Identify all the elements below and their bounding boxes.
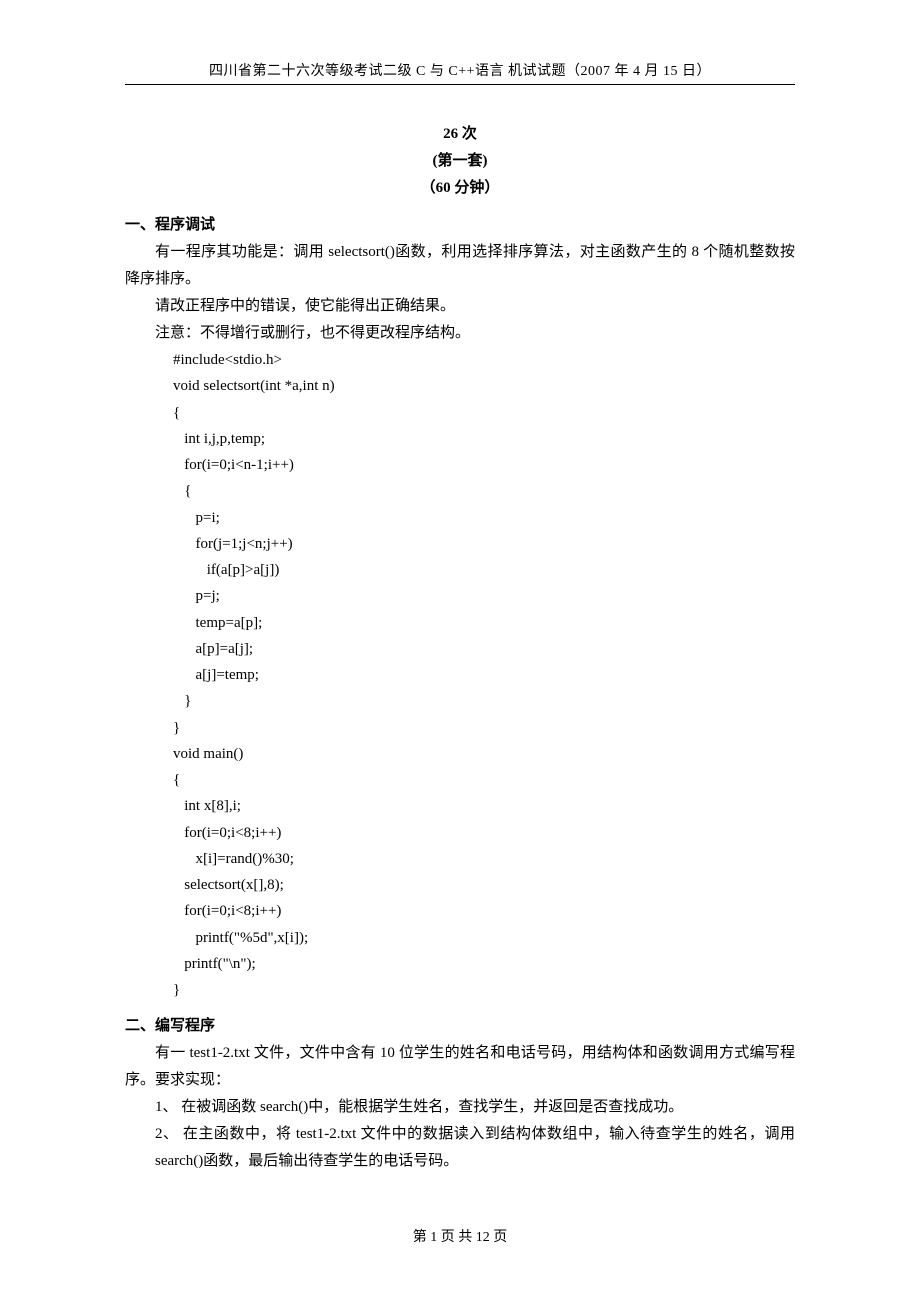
section-1-code: #include<stdio.h> void selectsort(int *a… [173,347,795,1003]
section-1-para-1: 有一程序其功能是：调用 selectsort()函数，利用选择排序算法，对主函数… [125,239,795,293]
page: 四川省第二十六次等级考试二级 C 与 C++语言 机试试题（2007 年 4 月… [0,0,920,1302]
title-block: 26 次 (第一套) （60 分钟） [125,121,795,202]
page-footer: 第 1 页 共 12 页 [0,1226,920,1246]
section-2-heading: 二、编写程序 [125,1013,795,1040]
title-line-2: (第一套) [125,148,795,175]
title-line-3: （60 分钟） [125,175,795,202]
section-2-para-1: 有一 test1-2.txt 文件，文件中含有 10 位学生的姓名和电话号码，用… [125,1040,795,1094]
page-header: 四川省第二十六次等级考试二级 C 与 C++语言 机试试题（2007 年 4 月… [125,60,795,85]
section-1-para-2: 请改正程序中的错误，使它能得出正确结果。 [125,293,795,320]
section-2-item-2: 2、 在主函数中，将 test1-2.txt 文件中的数据读入到结构体数组中，输… [125,1121,795,1175]
title-line-1: 26 次 [125,121,795,148]
section-1-para-3: 注意：不得增行或删行，也不得更改程序结构。 [125,320,795,347]
section-2-item-1: 1、 在被调函数 search()中，能根据学生姓名，查找学生，并返回是否查找成… [125,1094,795,1121]
section-1-heading: 一、程序调试 [125,212,795,239]
